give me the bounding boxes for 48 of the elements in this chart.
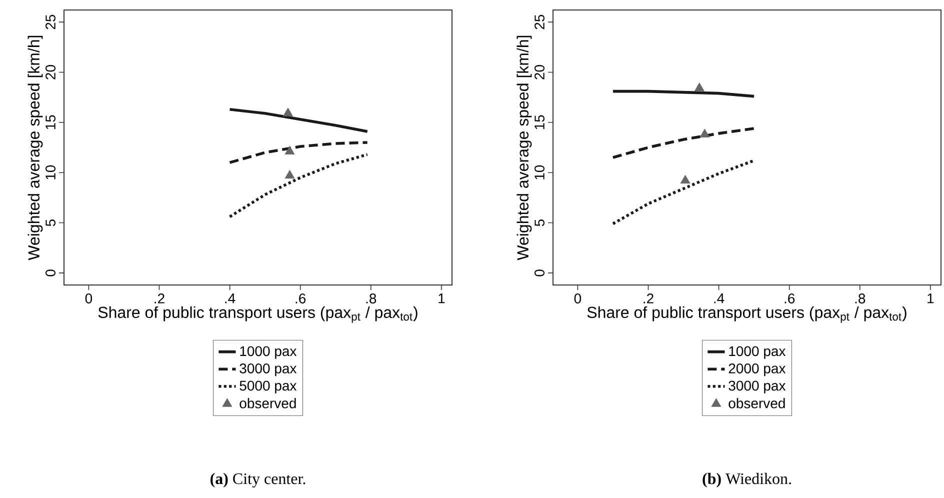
line-series	[228, 141, 369, 164]
y-tick-label: 5	[534, 219, 544, 226]
x-tick-label: .2	[154, 294, 164, 304]
legend-label: observed	[728, 398, 785, 408]
line-series	[228, 153, 369, 218]
x-tick-label: .8	[366, 294, 376, 304]
text: (a) City center.	[210, 472, 306, 488]
y-axis-title: Weighted average speed [km/h]	[28, 36, 43, 260]
text: (b) Wiedikon.	[702, 472, 791, 488]
x-tick-label: .2	[644, 294, 654, 304]
legend-label: 1000 pax	[729, 346, 786, 359]
y-tick-label: 25	[46, 14, 56, 30]
legend-label: 5000 pax	[240, 380, 297, 394]
x-axis-title: Share of public transport users (pax$_{pt}$ / pax$_{tot}$)	[98, 306, 418, 323]
x-axis-title: Share of public transport users (pax$_{pt}$ / pax$_{tot}$)	[587, 306, 906, 323]
y-axis-title: Weighted average speed [km/h]	[516, 36, 532, 260]
y-tick-label: 5	[46, 219, 56, 226]
line-series	[612, 127, 756, 159]
x-tick-label: 1	[928, 294, 934, 304]
point	[284, 170, 295, 179]
line-series	[612, 159, 756, 226]
y-tick-label: 10	[46, 165, 56, 180]
legend-label: 3000 pax	[728, 380, 786, 394]
y-tick-label: 25	[534, 14, 544, 30]
point	[700, 128, 710, 138]
legend-label: 2000 pax	[728, 363, 786, 376]
legend-label: observed	[240, 398, 296, 408]
legend-label: 3000 pax	[240, 363, 297, 376]
legend-label: 1000 pax	[240, 346, 297, 359]
y-tick-label: 15	[46, 115, 56, 130]
point	[284, 146, 295, 154]
point	[283, 108, 293, 116]
y-tick-label: 0	[46, 270, 56, 276]
y-tick-label: 10	[534, 165, 544, 180]
x-tick-label: .6	[296, 294, 306, 304]
y-tick-label: 20	[46, 64, 56, 80]
x-tick-label: .4	[225, 294, 236, 304]
x-tick-label: 1	[438, 294, 445, 304]
x-tick-label: .8	[855, 294, 866, 304]
y-tick-label: 20	[534, 64, 544, 80]
x-tick-label: 0	[85, 294, 92, 304]
x-tick-label: 0	[574, 294, 582, 304]
y-tick-label: 15	[534, 115, 544, 130]
point	[680, 174, 690, 184]
y-tick-label: 0	[534, 270, 544, 276]
point	[694, 82, 704, 92]
x-tick-label: .4	[714, 294, 724, 304]
x-tick-label: .6	[784, 294, 795, 304]
